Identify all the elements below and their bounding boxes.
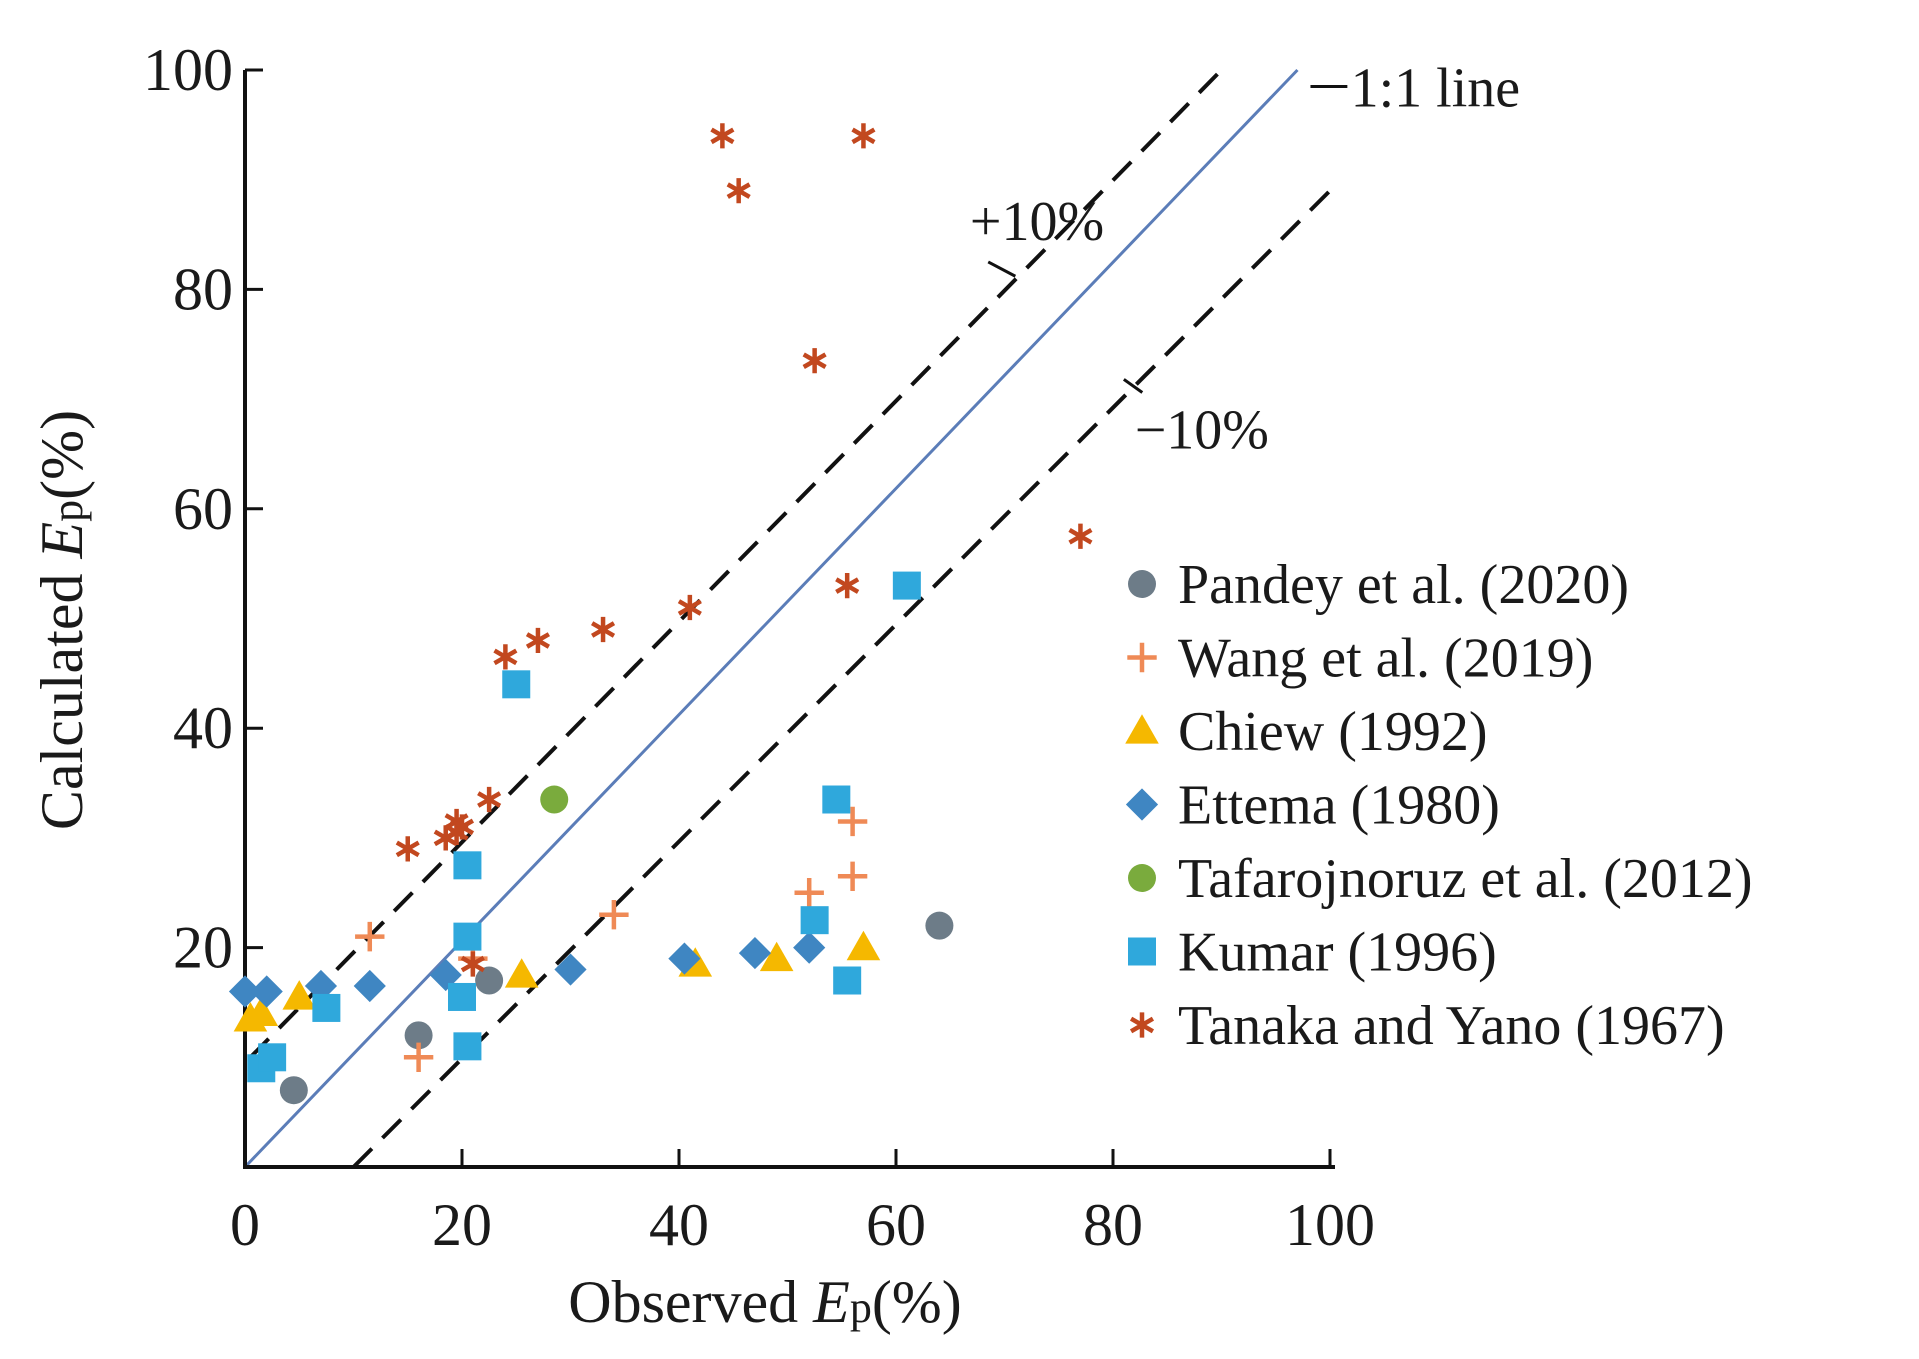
data-point — [793, 931, 826, 964]
data-point — [355, 921, 385, 952]
data-point — [837, 806, 868, 837]
legend-marker — [1128, 937, 1156, 966]
one-to-one-label: 1:1 line — [1351, 57, 1521, 119]
data-point — [800, 906, 829, 935]
y-tick-label: 60 — [173, 476, 233, 542]
legend-marker — [1125, 788, 1159, 821]
data-point — [710, 123, 735, 149]
x-axis-title-prefix: Observed — [568, 1269, 813, 1335]
y-axis-title-prefix: Calculated — [29, 559, 95, 831]
legend-marker — [1125, 714, 1159, 744]
data-point — [228, 975, 262, 1008]
legend-marker — [1129, 1012, 1155, 1038]
legend-label: Chiew (1992) — [1178, 701, 1488, 763]
x-tick-label: 0 — [230, 1192, 260, 1258]
plus-ten-leader — [987, 260, 1017, 278]
data-point — [822, 785, 851, 814]
y-axis-title-sub: p — [43, 500, 92, 522]
data-point — [759, 941, 794, 972]
reference-labels: 1:1 line +10% −10% — [970, 57, 1520, 461]
data-point — [726, 178, 751, 204]
data-point — [738, 936, 772, 970]
x-axis-title-suffix: (%) — [872, 1269, 962, 1335]
axis-ticks: 0 20 40 60 80 100 20 40 60 80 100 — [143, 37, 1375, 1258]
data-point — [449, 814, 475, 840]
data-point — [794, 878, 824, 908]
legend-label: Pandey et al. (2020) — [1178, 554, 1629, 616]
data-point — [403, 1042, 434, 1072]
data-point — [395, 836, 420, 862]
data-point — [599, 899, 629, 930]
data-points — [228, 123, 1093, 1105]
data-point — [258, 1043, 287, 1072]
data-point — [925, 911, 954, 940]
legend-label: Ettema (1980) — [1178, 775, 1500, 837]
one-to-one-line — [243, 68, 1299, 1169]
x-axis-title-var: E — [812, 1269, 850, 1335]
data-point — [892, 571, 921, 600]
minus-ten-label: −10% — [1135, 399, 1269, 461]
y-axis-title-var: E — [29, 522, 95, 560]
x-tick-label: 20 — [432, 1192, 492, 1258]
data-point — [453, 922, 482, 951]
x-tick-label: 40 — [649, 1192, 709, 1258]
reference-lines — [243, 68, 1332, 1169]
x-tick-label: 100 — [1285, 1192, 1375, 1258]
data-point — [477, 786, 502, 813]
legend-marker — [1127, 642, 1157, 673]
legend-label: Kumar (1996) — [1178, 922, 1497, 984]
data-point — [851, 123, 876, 149]
legend-marker — [1128, 864, 1156, 892]
data-point — [282, 980, 317, 1010]
tolerance-line — [248, 68, 1223, 1059]
data-point — [668, 942, 701, 975]
data-point — [475, 966, 504, 995]
tolerance-line — [352, 189, 1332, 1169]
data-point — [244, 996, 279, 1027]
legend: Pandey et al. (2020) Wang et al. (2019) Ch… — [1125, 554, 1753, 1057]
data-point — [540, 785, 569, 814]
data-point — [802, 348, 827, 374]
x-tick-label: 60 — [866, 1192, 926, 1258]
y-tick-label: 20 — [173, 915, 233, 981]
x-axis-title: Observed Ep(%) — [568, 1269, 962, 1335]
data-point — [837, 861, 868, 891]
y-tick-label: 100 — [143, 37, 233, 103]
y-tick-label: 40 — [173, 695, 233, 761]
data-point — [525, 627, 550, 654]
y-axis-title-suffix: (%) — [29, 410, 95, 500]
data-point — [404, 1021, 433, 1050]
x-axis-title-sub: p — [850, 1283, 872, 1332]
data-point — [448, 982, 476, 1011]
data-point — [677, 594, 702, 621]
data-point — [833, 966, 862, 995]
data-point — [1068, 523, 1093, 549]
data-point — [460, 951, 485, 977]
legend-label: Tanaka and Yano (1967) — [1178, 995, 1725, 1057]
legend-label: Wang et al. (2019) — [1178, 628, 1593, 690]
data-point — [279, 1076, 308, 1105]
data-point — [846, 930, 881, 961]
plus-ten-label: +10% — [970, 191, 1104, 253]
data-point — [453, 851, 482, 880]
legend-label: Tafarojnoruz et al. (2012) — [1178, 848, 1753, 910]
data-point — [250, 975, 283, 1008]
data-point — [429, 958, 462, 992]
data-point — [453, 1032, 482, 1061]
minus-ten-leader — [1122, 378, 1144, 394]
data-point — [591, 616, 616, 643]
data-point — [835, 572, 860, 599]
data-point — [502, 670, 531, 699]
x-tick-label: 80 — [1083, 1192, 1143, 1258]
data-point — [504, 958, 539, 988]
legend-marker — [1128, 570, 1156, 598]
data-point — [493, 644, 518, 670]
data-point — [312, 993, 341, 1022]
data-point — [554, 953, 587, 986]
y-tick-label: 80 — [173, 256, 233, 322]
axes — [243, 70, 1335, 1169]
y-axis-title: Calculated Ep(%) — [29, 410, 95, 830]
data-point — [353, 969, 386, 1003]
